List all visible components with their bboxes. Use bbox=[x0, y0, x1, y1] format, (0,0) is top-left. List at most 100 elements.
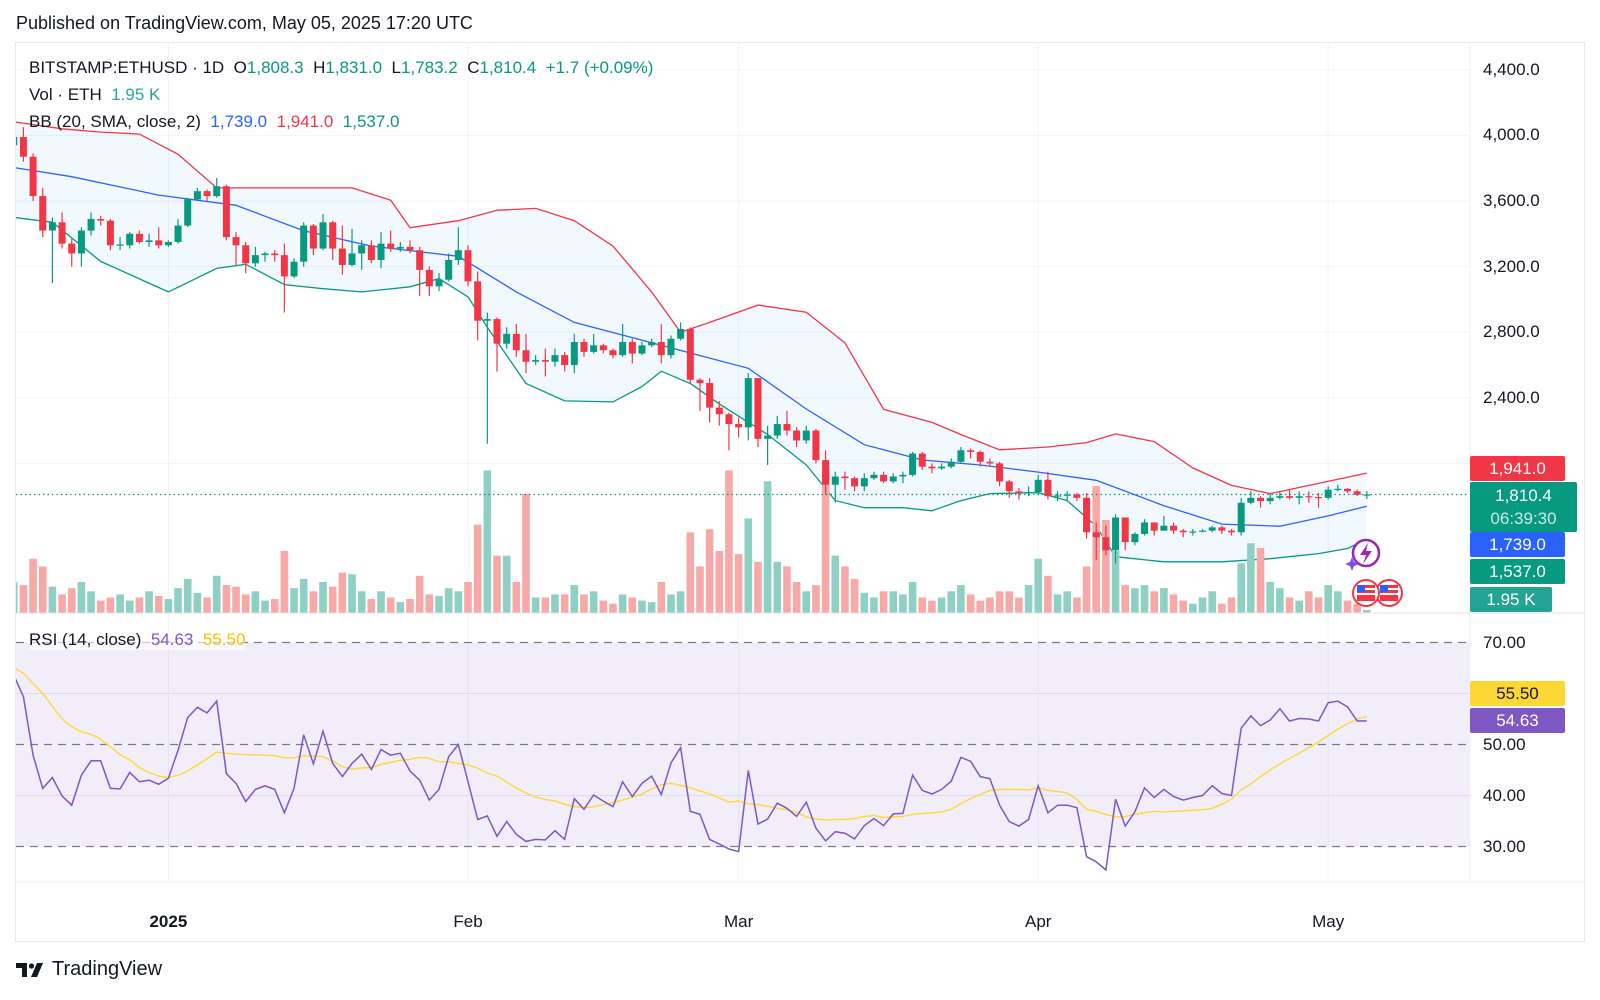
candle-body bbox=[996, 463, 1004, 482]
volume-bar bbox=[928, 600, 936, 613]
candle-body bbox=[1247, 497, 1255, 503]
volume-bar bbox=[1353, 603, 1361, 613]
candle-body bbox=[29, 156, 37, 197]
volume-bar bbox=[657, 582, 666, 613]
candle-body bbox=[744, 378, 752, 428]
candle-body bbox=[493, 319, 501, 344]
candle-body bbox=[184, 199, 192, 226]
candle-body bbox=[329, 222, 337, 249]
candle-body bbox=[1266, 497, 1274, 502]
volume-bar bbox=[29, 558, 37, 613]
bb-lower-tag: 1,537.0 bbox=[1470, 559, 1565, 584]
volume-bar bbox=[792, 582, 801, 613]
volume-bar bbox=[1160, 588, 1168, 613]
volume-label[interactable]: Vol · ETH bbox=[29, 85, 102, 104]
rsi-label[interactable]: RSI (14, close) bbox=[29, 630, 142, 649]
volume-bar bbox=[1295, 600, 1303, 613]
candle-body bbox=[358, 245, 366, 254]
volume-bar bbox=[705, 529, 714, 613]
candle-body bbox=[309, 225, 317, 249]
candle-body bbox=[1150, 522, 1158, 531]
open-value: 1,808.3 bbox=[246, 58, 304, 77]
volume-bar bbox=[203, 597, 211, 613]
candle-body bbox=[764, 435, 772, 439]
candle-body bbox=[918, 453, 926, 467]
volume-bar bbox=[531, 597, 540, 613]
candle-body bbox=[474, 281, 482, 321]
chart-frame bbox=[15, 42, 1585, 942]
volume-bar bbox=[338, 572, 347, 613]
volume-bar bbox=[725, 470, 733, 613]
candle-body bbox=[155, 240, 163, 246]
candle-body bbox=[947, 461, 955, 467]
rsi-tag: 54.63 bbox=[1470, 708, 1565, 733]
open-label: O bbox=[233, 58, 247, 77]
volume-bar bbox=[483, 470, 492, 613]
symbol-label[interactable]: BITSTAMP:ETHUSD · 1D bbox=[29, 58, 225, 77]
bar-countdown: 06:39:30 bbox=[1490, 509, 1557, 528]
candle-body bbox=[300, 225, 308, 262]
volume-bar bbox=[415, 575, 424, 613]
volume-bar bbox=[1266, 582, 1274, 613]
volume-bar bbox=[628, 597, 637, 613]
candle-body bbox=[1305, 496, 1313, 498]
candle-body bbox=[696, 379, 704, 384]
rsi-tick-label: 50.00 bbox=[1483, 734, 1526, 754]
candle-body bbox=[1208, 527, 1216, 531]
volume-bar bbox=[947, 591, 956, 613]
candle-body bbox=[783, 424, 791, 431]
candle-body bbox=[48, 222, 56, 231]
volume-bar bbox=[19, 585, 28, 613]
candle-body bbox=[628, 342, 636, 354]
tradingview-logo[interactable]: TradingView bbox=[16, 958, 162, 981]
close-value: 1,810.4 bbox=[479, 58, 537, 77]
volume-bar bbox=[1121, 585, 1130, 613]
volume-bar bbox=[744, 518, 753, 613]
lightning-icon[interactable] bbox=[1345, 538, 1381, 571]
time-tick-label: Mar bbox=[723, 912, 754, 931]
us-flag-icon[interactable] bbox=[1352, 579, 1403, 607]
bb-upper-tag: 1,941.0 bbox=[1470, 456, 1565, 481]
volume-bar bbox=[841, 566, 849, 613]
bb-label[interactable]: BB (20, SMA, close, 2) bbox=[29, 112, 201, 131]
candle-body bbox=[860, 478, 868, 487]
volume-bar bbox=[1256, 547, 1265, 613]
volume-bar bbox=[473, 524, 482, 613]
rsi-line bbox=[16, 678, 1367, 872]
volume-bar bbox=[1189, 603, 1197, 613]
bb-legend: BB (20, SMA, close, 2) 1,739.0 1,941.0 1… bbox=[29, 112, 400, 132]
volume-bar bbox=[106, 597, 115, 613]
volume-bar bbox=[647, 602, 656, 613]
volume-bar bbox=[609, 603, 617, 613]
candle-body bbox=[1324, 489, 1332, 498]
volume-legend: Vol · ETH 1.95 K bbox=[29, 85, 160, 105]
candle-body bbox=[251, 255, 259, 264]
volume-bar bbox=[1208, 591, 1217, 613]
candle-body bbox=[261, 253, 269, 256]
volume-bar bbox=[589, 591, 598, 613]
candle-body bbox=[551, 355, 559, 362]
rsi-ma-tag: 55.50 bbox=[1470, 681, 1565, 706]
last-price: 1,810.4 bbox=[1495, 486, 1552, 505]
candle-body bbox=[406, 246, 414, 251]
volume-bar bbox=[232, 586, 240, 613]
volume-bar bbox=[580, 594, 588, 613]
price-tick-label: 4,400.0 bbox=[1483, 59, 1540, 79]
candle-body bbox=[1334, 488, 1342, 491]
volume-bar bbox=[212, 575, 221, 613]
bb-lower-value: 1,537.0 bbox=[342, 112, 400, 131]
volume-bar bbox=[560, 594, 569, 613]
candle-body bbox=[735, 424, 743, 428]
candle-body bbox=[822, 460, 830, 485]
volume-value: 1.95 K bbox=[111, 85, 161, 104]
volume-bar bbox=[1053, 594, 1062, 613]
volume-bar bbox=[367, 599, 376, 613]
volume-bar bbox=[38, 566, 47, 613]
volume-bar bbox=[870, 597, 878, 613]
candle-body bbox=[1005, 481, 1013, 492]
volume-bar bbox=[502, 555, 511, 613]
last-price-tag: 1,810.4 06:39:30 bbox=[1470, 482, 1577, 532]
candle-body bbox=[880, 474, 888, 482]
candle-body bbox=[464, 250, 472, 282]
